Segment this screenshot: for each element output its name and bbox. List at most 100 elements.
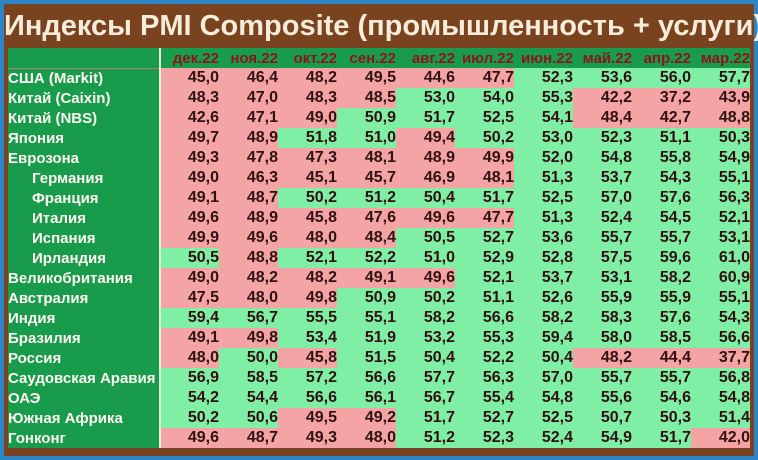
corner-cell [8, 48, 161, 69]
country-label: Великобритания [8, 268, 161, 288]
pmi-value-cell: 51,9 [337, 328, 396, 348]
pmi-value-cell: 56,6 [278, 388, 337, 408]
pmi-value-cell: 55,6 [573, 388, 632, 408]
pmi-value-cell: 55,1 [691, 168, 750, 188]
pmi-value-cell: 53,1 [573, 268, 632, 288]
page-title: Индексы PMI Composite (промышленность + … [4, 10, 758, 42]
pmi-value-cell: 58,5 [632, 328, 691, 348]
pmi-value-cell: 56,9 [160, 368, 219, 388]
country-label: Япония [8, 128, 161, 148]
month-header: дек.22 [160, 48, 219, 68]
pmi-value-cell: 52,7 [455, 228, 514, 248]
pmi-value-cell: 48,7 [219, 188, 278, 208]
pmi-value-cell: 58,2 [396, 308, 455, 328]
table-row: Еврозона 49,3 47,8 47,3 48,1 48,9 49,9 52,0 54,8… [8, 148, 750, 168]
pmi-value-cell: 51,7 [396, 408, 455, 428]
pmi-value-cell: 52,9 [455, 248, 514, 268]
country-label: Еврозона [8, 148, 161, 168]
outer-frame: Индексы PMI Composite (промышленность + … [4, 4, 758, 456]
pmi-value-cell: 57,6 [632, 188, 691, 208]
pmi-value-cell: 54,9 [691, 148, 750, 168]
table-row: Китай (Caixin) 48,3 47,0 48,3 48,5 53,0 54,0 55… [8, 88, 750, 108]
table-body: США (Markit) 45,0 46,4 48,2 49,5 44,6 47,7 52,3… [8, 68, 750, 448]
table-row: Франция 49,1 48,7 50,2 51,2 50,4 51,7 52,5 57,0 5… [8, 188, 750, 208]
pmi-value-cell: 59,4 [514, 328, 573, 348]
pmi-value-cell: 52,7 [455, 408, 514, 428]
pmi-value-cell: 51,0 [396, 248, 455, 268]
pmi-value-cell: 50,5 [396, 228, 455, 248]
pmi-value-cell: 52,0 [514, 148, 573, 168]
pmi-value-cell: 49,1 [160, 328, 219, 348]
pmi-value-cell: 49,9 [455, 148, 514, 168]
pmi-value-cell: 56,1 [337, 388, 396, 408]
table-row: Испания 49,9 49,6 48,0 48,4 50,5 52,7 53,6 55,7 5… [8, 228, 750, 248]
country-label: Испания [8, 228, 161, 248]
pmi-value-cell: 51,1 [632, 128, 691, 148]
pmi-value-cell: 57,0 [514, 368, 573, 388]
pmi-value-cell: 48,1 [337, 148, 396, 168]
pmi-value-cell: 49,3 [160, 148, 219, 168]
pmi-value-cell: 55,9 [573, 288, 632, 308]
pmi-value-cell: 55,9 [632, 288, 691, 308]
pmi-value-cell: 56,8 [691, 368, 750, 388]
pmi-value-cell: 52,5 [514, 408, 573, 428]
pmi-value-cell: 49,4 [396, 128, 455, 148]
pmi-value-cell: 45,0 [160, 68, 219, 88]
country-label: Саудовская Аравия [8, 368, 161, 388]
pmi-value-cell: 50,4 [514, 348, 573, 368]
table-row: Гонконг 49,6 48,7 49,3 48,0 51,2 52,3 52,4 54,9 5… [8, 428, 750, 448]
pmi-value-cell: 55,1 [337, 308, 396, 328]
country-label: Германия [8, 168, 161, 188]
pmi-value-cell: 54,5 [632, 208, 691, 228]
pmi-value-cell: 49,5 [337, 68, 396, 88]
pmi-value-cell: 49,0 [160, 268, 219, 288]
table-header: дек.22 ноя.22 окт.22 сен.22 авг.22 июл.22 июн.… [8, 48, 750, 69]
pmi-value-cell: 55,8 [632, 148, 691, 168]
pmi-value-cell: 56,6 [337, 368, 396, 388]
pmi-value-cell: 55,7 [632, 228, 691, 248]
pmi-value-cell: 49,0 [160, 168, 219, 188]
pmi-value-cell: 37,2 [632, 88, 691, 108]
pmi-value-cell: 52,4 [514, 428, 573, 448]
table-row: Япония 49,7 48,9 51,8 51,0 49,4 50,2 53,0 52,3 51… [8, 128, 750, 148]
pmi-value-cell: 47,8 [219, 148, 278, 168]
pmi-value-cell: 56,3 [455, 368, 514, 388]
month-header: окт.22 [278, 48, 337, 68]
pmi-value-cell: 49,6 [396, 268, 455, 288]
pmi-value-cell: 51,5 [337, 348, 396, 368]
pmi-value-cell: 50,2 [278, 188, 337, 208]
pmi-value-cell: 52,2 [337, 248, 396, 268]
table-row: Великобритания 49,0 48,2 48,2 49,1 49,6 52,1 53… [8, 268, 750, 288]
table-row: США (Markit) 45,0 46,4 48,2 49,5 44,6 47,7 52,3… [8, 68, 750, 88]
pmi-value-cell: 50,3 [691, 128, 750, 148]
month-header: апр.22 [632, 48, 691, 68]
pmi-value-cell: 45,8 [278, 208, 337, 228]
pmi-value-cell: 47,6 [337, 208, 396, 228]
pmi-value-cell: 51,7 [632, 428, 691, 448]
pmi-value-cell: 47,0 [219, 88, 278, 108]
pmi-value-cell: 49,6 [219, 228, 278, 248]
pmi-value-cell: 48,2 [278, 68, 337, 88]
pmi-value-cell: 52,1 [455, 268, 514, 288]
table-row: Германия 49,0 46,3 45,1 45,7 46,9 48,1 51,3 53,7… [8, 168, 750, 188]
pmi-value-cell: 53,0 [514, 128, 573, 148]
pmi-value-cell: 51,3 [514, 168, 573, 188]
pmi-value-cell: 54,4 [219, 388, 278, 408]
pmi-value-cell: 57,6 [632, 308, 691, 328]
pmi-value-cell: 50,9 [337, 108, 396, 128]
pmi-value-cell: 49,1 [160, 188, 219, 208]
pmi-value-cell: 50,6 [219, 408, 278, 428]
country-label: Южная Африка [8, 408, 161, 428]
pmi-value-cell: 42,2 [573, 88, 632, 108]
month-header: мар.22 [691, 48, 750, 68]
country-label: Франция [8, 188, 161, 208]
pmi-value-cell: 49,1 [337, 268, 396, 288]
pmi-value-cell: 53,7 [514, 268, 573, 288]
pmi-value-cell: 42,7 [632, 108, 691, 128]
pmi-value-cell: 47,5 [160, 288, 219, 308]
pmi-value-cell: 48,9 [396, 148, 455, 168]
pmi-value-cell: 49,8 [219, 328, 278, 348]
pmi-value-cell: 54,9 [573, 428, 632, 448]
pmi-value-cell: 55,3 [455, 328, 514, 348]
country-label: Китай (NBS) [8, 108, 161, 128]
